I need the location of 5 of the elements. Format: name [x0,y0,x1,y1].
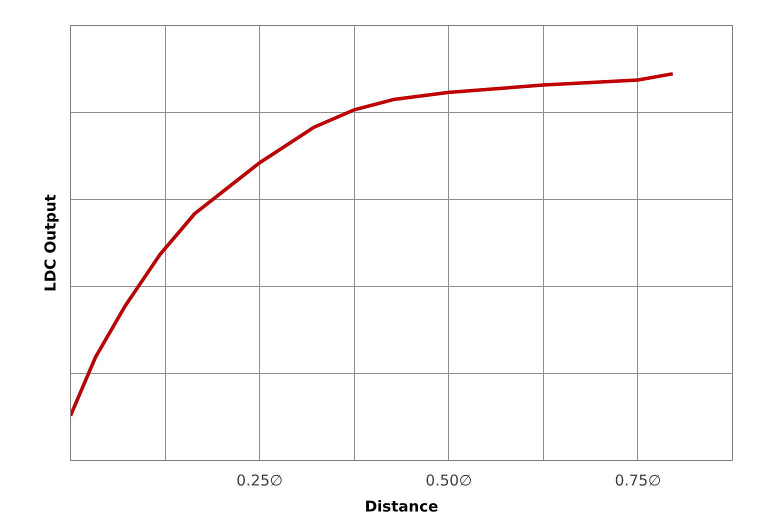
x-tick-label: 0.50∅ [426,472,472,490]
x-tick-label: 0.75∅ [614,472,662,490]
y-axis-title: LDC Output [42,194,60,292]
x-tick-label: 0.25∅ [236,472,283,490]
x-axis-title: Distance [364,498,438,516]
